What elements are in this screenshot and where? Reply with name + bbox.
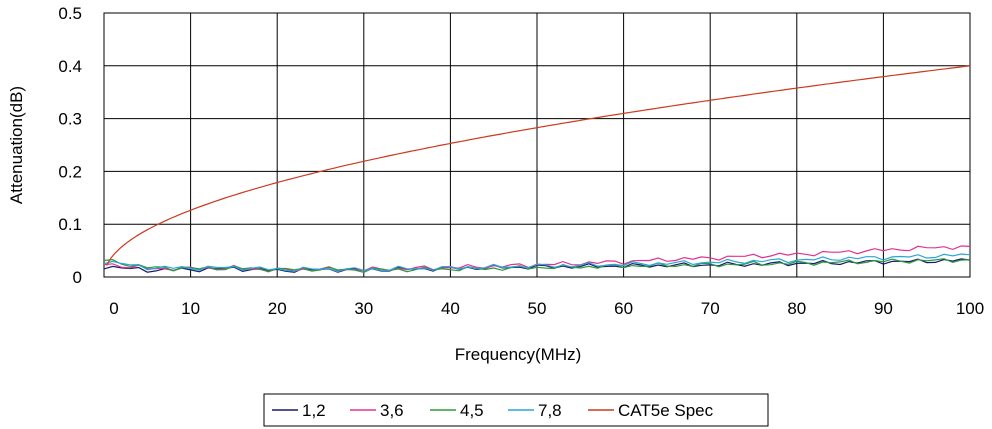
legend-label: 3,6 xyxy=(380,401,404,420)
x-tick-label: 20 xyxy=(268,299,287,318)
y-tick-label: 0.1 xyxy=(58,215,82,234)
x-tick-label: 0 xyxy=(109,299,118,318)
legend-label: 1,2 xyxy=(302,401,326,420)
x-tick-label: 50 xyxy=(528,299,547,318)
series-line-cat5e-spec xyxy=(106,65,971,266)
x-axis-ticks: 0 10 20 30 40 50 60 70 80 90 100 xyxy=(109,299,984,318)
y-tick-label: 0.3 xyxy=(58,110,82,129)
series-line-7-8 xyxy=(103,253,971,273)
legend: 1,2 3,6 4,5 7,8 CAT5e Spec xyxy=(263,393,769,427)
x-tick-label: 10 xyxy=(181,299,200,318)
x-tick-label: 80 xyxy=(787,299,806,318)
series-line-4-5 xyxy=(103,258,971,274)
plot-area xyxy=(103,12,971,278)
x-tick-label: 40 xyxy=(441,299,460,318)
y-axis-title: Attenuation(dB) xyxy=(7,86,26,204)
x-tick-label: 100 xyxy=(956,299,984,318)
legend-label: CAT5e Spec xyxy=(618,401,714,420)
legend-label: 4,5 xyxy=(460,401,484,420)
series-lines xyxy=(103,65,971,274)
x-tick-label: 90 xyxy=(874,299,893,318)
y-tick-label: 0.5 xyxy=(58,4,82,23)
x-tick-label: 70 xyxy=(701,299,720,318)
grid xyxy=(103,12,971,278)
y-tick-label: 0.4 xyxy=(58,57,82,76)
x-tick-label: 60 xyxy=(614,299,633,318)
x-tick-label: 30 xyxy=(354,299,373,318)
y-tick-label: 0.2 xyxy=(58,162,82,181)
y-axis-ticks: 0 0.1 0.2 0.3 0.4 0.5 xyxy=(58,4,82,287)
y-tick-label: 0 xyxy=(73,268,82,287)
legend-label: 7,8 xyxy=(538,401,562,420)
x-axis-title: Frequency(MHz) xyxy=(455,345,582,364)
